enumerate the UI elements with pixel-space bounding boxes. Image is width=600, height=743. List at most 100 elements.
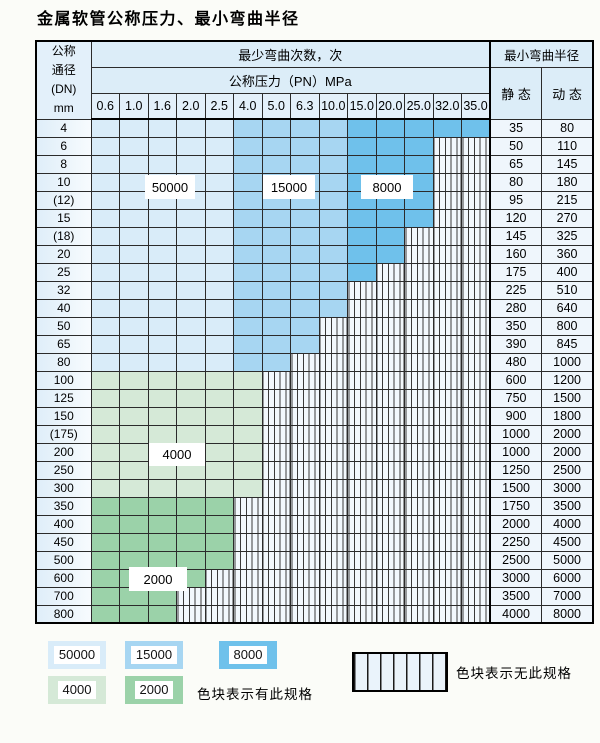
static-radius-value: 160	[489, 244, 543, 264]
cycle-cell-2000	[90, 550, 120, 570]
table-row-dn-15: 15 120 270	[35, 208, 594, 228]
table-row-dn-65: 65 390 845	[35, 334, 594, 354]
no-spec-cell	[461, 478, 491, 498]
cycle-cell-50000	[204, 118, 234, 138]
dn-header: 公称 通径 (DN) mm	[35, 40, 92, 120]
cycle-cell-50000	[147, 334, 177, 354]
no-spec-cell	[290, 532, 320, 552]
no-spec-cell	[375, 496, 405, 516]
cycle-cell-15000	[233, 172, 263, 192]
cycle-cell-50000	[147, 208, 177, 228]
no-spec-cell	[461, 298, 491, 318]
dynamic-radius-value: 2000	[541, 424, 594, 444]
static-radius-value: 95	[489, 190, 543, 210]
dynamic-radius-value: 215	[541, 190, 594, 210]
static-radius-value: 280	[489, 298, 543, 318]
cycle-cell-50000	[176, 244, 206, 264]
no-spec-cell	[290, 388, 320, 408]
legend-swatch-4000: 4000	[48, 676, 106, 704]
no-spec-cell	[347, 460, 377, 480]
cycle-cell-8000	[347, 136, 377, 156]
no-spec-cell	[404, 298, 434, 318]
cycle-cell-15000	[318, 190, 348, 210]
cycle-cell-4000	[204, 406, 234, 426]
cycle-cell-15000	[261, 136, 291, 156]
cycle-cell-50000	[176, 262, 206, 282]
cycle-cell-15000	[233, 136, 263, 156]
cycle-cell-15000	[233, 316, 263, 336]
table-row-dn-450: 450 2250 4500	[35, 532, 594, 552]
cycle-cell-50000	[147, 154, 177, 174]
no-spec-cell	[404, 532, 434, 552]
static-radius-value: 750	[489, 388, 543, 408]
static-radius-value: 3500	[489, 586, 543, 606]
table-row-dn-(18): (18) 145 325	[35, 226, 594, 246]
cycle-cell-8000	[375, 154, 405, 174]
legend-swatch-label: 50000	[53, 646, 101, 664]
static-radius-value: 3000	[489, 568, 543, 588]
dynamic-radius-value: 110	[541, 136, 594, 156]
table-row-dn-700: 700 3500 7000	[35, 586, 594, 606]
no-spec-cell	[404, 478, 434, 498]
cycle-cell-15000	[261, 262, 291, 282]
no-spec-cell	[432, 388, 462, 408]
cycle-cell-50000	[119, 262, 149, 282]
cycle-cell-8000	[404, 118, 434, 138]
legend-swatch-50000: 50000	[48, 641, 106, 669]
no-spec-cell	[233, 532, 263, 552]
dynamic-radius-value: 8000	[541, 604, 594, 624]
no-spec-cell	[461, 280, 491, 300]
no-spec-cell	[432, 316, 462, 336]
table-row-dn-500: 500 2500 5000	[35, 550, 594, 570]
no-spec-cell	[261, 478, 291, 498]
dn-cell: (12)	[35, 190, 92, 210]
no-spec-cell	[261, 460, 291, 480]
no-spec-cell	[404, 262, 434, 282]
cycle-cell-50000	[90, 298, 120, 318]
pressure-header-1.0: 1.0	[119, 92, 149, 120]
cycle-cell-15000	[318, 262, 348, 282]
legend-swatch-label: 2000	[134, 681, 174, 699]
cycle-cell-50000	[147, 352, 177, 372]
cycle-cell-15000	[290, 298, 320, 318]
cycle-cell-2000	[147, 550, 177, 570]
no-spec-cell	[290, 460, 320, 480]
cycle-cell-4000	[204, 442, 234, 462]
cycle-cell-4000	[90, 388, 120, 408]
cycle-cell-15000	[261, 316, 291, 336]
table-row-dn-(12): (12) 95 215	[35, 190, 594, 210]
pressure-header-5.0: 5.0	[261, 92, 291, 120]
dn-cell: 300	[35, 478, 92, 498]
dn-cell: 100	[35, 370, 92, 390]
cycle-cell-2000	[119, 496, 149, 516]
dn-cell: 6	[35, 136, 92, 156]
no-spec-cell	[461, 244, 491, 264]
no-spec-cell	[461, 208, 491, 228]
static-radius-value: 1500	[489, 478, 543, 498]
no-spec-cell	[461, 226, 491, 246]
cycle-cell-8000	[347, 208, 377, 228]
cycle-cell-2000	[147, 514, 177, 534]
dn-header-line: 通径	[51, 63, 76, 78]
static-radius-value: 80	[489, 172, 543, 192]
no-spec-cell	[318, 496, 348, 516]
cycle-cell-15000	[233, 244, 263, 264]
cycle-cell-50000	[204, 172, 234, 192]
no-spec-cell	[290, 496, 320, 516]
no-spec-cell	[432, 244, 462, 264]
cycle-cell-15000	[261, 334, 291, 354]
cycle-cell-50000	[90, 316, 120, 336]
cycle-cell-15000	[233, 226, 263, 246]
no-spec-cell	[461, 190, 491, 210]
no-spec-cell	[461, 424, 491, 444]
dynamic-radius-value: 1800	[541, 406, 594, 426]
no-spec-cell	[347, 352, 377, 372]
cycle-cell-50000	[119, 154, 149, 174]
no-spec-cell	[432, 334, 462, 354]
cycle-cell-50000	[119, 208, 149, 228]
cycle-cell-4000	[204, 370, 234, 390]
cycle-cell-2000	[119, 550, 149, 570]
cycle-cell-8000	[375, 226, 405, 246]
dn-cell: 800	[35, 604, 92, 624]
cycle-cell-4000	[233, 370, 263, 390]
